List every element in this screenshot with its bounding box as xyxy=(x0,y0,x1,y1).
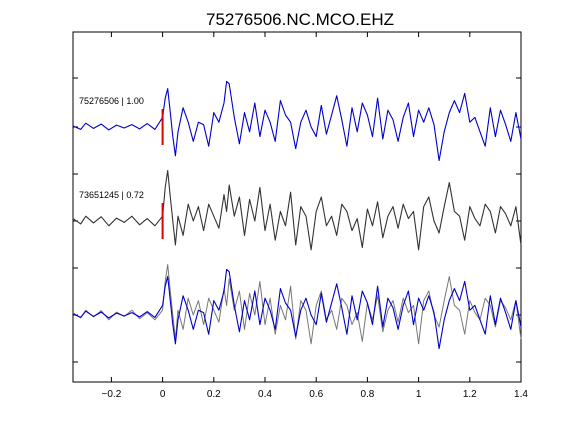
x-tick-label: 1.2 xyxy=(463,389,477,400)
trace-label: 73651245 | 0.72 xyxy=(79,190,144,200)
trace-line xyxy=(72,170,522,251)
overlay-trace-primary xyxy=(72,268,522,350)
x-tick-label: −0.2 xyxy=(102,389,122,400)
plot-frame xyxy=(72,31,522,383)
x-tick-label: 1.4 xyxy=(514,389,528,400)
chart-title: 75276506.NC.MCO.EHZ xyxy=(206,10,394,29)
trace-line xyxy=(72,80,522,162)
trace-label: 75276506 | 1.00 xyxy=(79,96,144,106)
x-tick-label: 0.2 xyxy=(207,389,221,400)
y-axis xyxy=(73,77,521,363)
x-tick-label: 0 xyxy=(160,389,166,400)
traces-layer: 75276506 | 1.00 73651245 | 0.72 xyxy=(72,80,522,350)
x-tick-label: 0.6 xyxy=(309,389,323,400)
x-tick-label: 1 xyxy=(416,389,422,400)
overlay-trace-secondary xyxy=(72,264,522,345)
x-axis: −0.2 0 0.2 0.4 0.6 0.8 1 1.2 1.4 xyxy=(102,32,528,400)
x-tick-label: 0.4 xyxy=(258,389,272,400)
x-tick-label: 0.8 xyxy=(360,389,374,400)
